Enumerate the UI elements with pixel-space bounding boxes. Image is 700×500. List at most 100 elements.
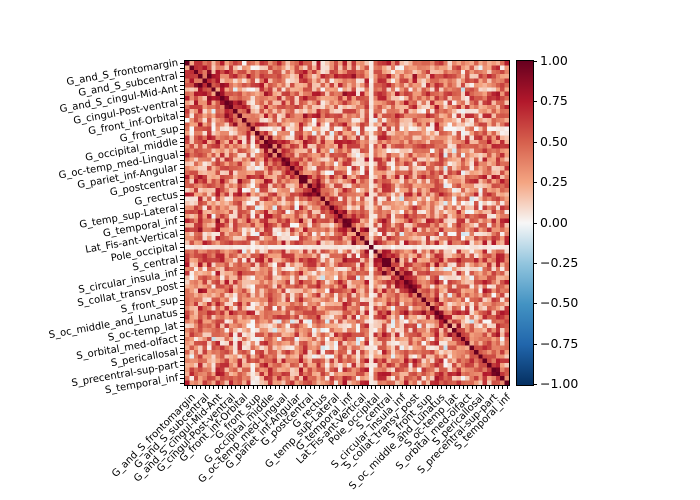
colorbar-tick-label: 0.25 bbox=[540, 174, 568, 190]
colorbar-tick bbox=[533, 384, 537, 385]
colorbar-tick-label: −1.00 bbox=[540, 376, 579, 391]
x-tick bbox=[331, 385, 333, 389]
y-tick bbox=[180, 137, 184, 139]
x-tick bbox=[371, 385, 373, 389]
x-tick bbox=[209, 385, 211, 389]
x-tick bbox=[191, 385, 193, 389]
y-tick bbox=[180, 115, 184, 117]
colorbar-tick-label: 0.00 bbox=[540, 214, 568, 230]
x-tick bbox=[419, 385, 421, 389]
x-tick bbox=[226, 385, 228, 389]
y-tick bbox=[180, 207, 184, 209]
x-tick bbox=[467, 385, 469, 389]
colorbar-tick-label: −0.50 bbox=[540, 295, 579, 311]
x-tick bbox=[362, 385, 364, 389]
y-tick bbox=[180, 365, 184, 367]
y-tick bbox=[180, 339, 184, 341]
colorbar-tick-label: −0.75 bbox=[540, 335, 579, 351]
y-tick bbox=[180, 146, 184, 148]
y-tick bbox=[180, 286, 184, 288]
x-tick bbox=[449, 385, 451, 389]
y-tick bbox=[180, 63, 184, 65]
colorbar-tick-label: 0.75 bbox=[540, 93, 568, 109]
y-tick bbox=[180, 312, 184, 314]
y-tick bbox=[180, 374, 184, 376]
x-tick bbox=[318, 385, 320, 389]
y-tick bbox=[180, 330, 184, 332]
x-tick bbox=[292, 385, 294, 389]
y-tick bbox=[180, 299, 184, 301]
x-tick bbox=[498, 385, 500, 389]
y-tick bbox=[180, 172, 184, 174]
y-tick bbox=[180, 255, 184, 257]
colorbar-tick-label: 0.50 bbox=[540, 133, 568, 149]
colorbar-tick bbox=[533, 303, 537, 305]
x-tick bbox=[230, 385, 232, 389]
y-tick bbox=[180, 225, 184, 227]
y-tick bbox=[180, 216, 184, 218]
colorbar-tick bbox=[533, 101, 537, 103]
y-tick bbox=[180, 124, 184, 126]
y-tick bbox=[180, 325, 184, 327]
y-tick bbox=[180, 67, 184, 69]
colorbar-tick bbox=[533, 262, 537, 264]
y-tick bbox=[180, 238, 184, 240]
x-tick bbox=[213, 385, 215, 389]
y-tick bbox=[180, 133, 184, 135]
x-tick bbox=[270, 385, 272, 389]
y-tick bbox=[180, 111, 184, 113]
x-tick bbox=[458, 385, 460, 389]
x-tick bbox=[463, 385, 465, 389]
x-tick bbox=[379, 385, 381, 389]
x-tick bbox=[314, 385, 316, 389]
y-tick bbox=[180, 268, 184, 270]
y-tick bbox=[180, 251, 184, 253]
x-tick bbox=[204, 385, 206, 389]
y-tick bbox=[180, 198, 184, 200]
x-tick bbox=[257, 385, 259, 389]
x-tick bbox=[287, 385, 289, 389]
y-tick bbox=[180, 98, 184, 100]
y-tick bbox=[180, 360, 184, 362]
y-tick bbox=[180, 181, 184, 183]
x-tick bbox=[476, 385, 478, 389]
x-tick bbox=[301, 385, 303, 389]
x-tick bbox=[406, 385, 408, 389]
y-tick bbox=[180, 317, 184, 319]
y-tick bbox=[180, 190, 184, 192]
x-tick bbox=[423, 385, 425, 389]
y-tick bbox=[180, 369, 184, 371]
y-tick bbox=[180, 128, 184, 130]
x-tick bbox=[279, 385, 281, 389]
y-tick bbox=[180, 71, 184, 73]
x-tick bbox=[441, 385, 443, 389]
y-tick bbox=[180, 142, 184, 143]
colorbar-tick-label: 1.00 bbox=[540, 53, 568, 68]
y-tick bbox=[180, 356, 184, 358]
x-tick bbox=[261, 385, 263, 389]
x-tick bbox=[248, 385, 250, 389]
x-tick bbox=[410, 385, 412, 389]
x-tick bbox=[436, 385, 438, 389]
y-tick bbox=[180, 308, 184, 310]
x-tick bbox=[195, 385, 197, 389]
y-tick bbox=[180, 93, 184, 95]
y-tick bbox=[180, 150, 184, 152]
x-tick bbox=[384, 385, 386, 389]
x-tick bbox=[283, 385, 285, 389]
y-tick bbox=[180, 282, 184, 284]
x-tick bbox=[414, 385, 416, 389]
y-tick bbox=[180, 378, 184, 380]
x-tick bbox=[340, 385, 342, 389]
y-tick bbox=[180, 260, 184, 262]
y-tick bbox=[180, 155, 184, 157]
y-tick bbox=[180, 185, 184, 187]
x-tick bbox=[432, 385, 434, 389]
colorbar bbox=[516, 60, 534, 386]
x-tick bbox=[388, 385, 390, 389]
y-tick bbox=[180, 242, 184, 244]
y-tick bbox=[180, 120, 184, 122]
x-tick bbox=[235, 385, 237, 389]
x-tick bbox=[336, 385, 338, 389]
x-tick bbox=[327, 385, 329, 389]
